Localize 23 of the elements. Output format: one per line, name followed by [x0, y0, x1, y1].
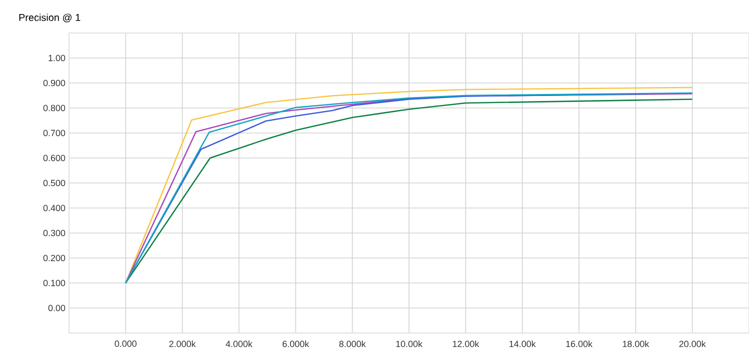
x-tick-label: 4.000k: [226, 340, 252, 348]
x-tick-label: 8.000k: [339, 340, 366, 348]
y-tick-label: 1.00: [48, 54, 66, 62]
y-tick-label: 0.600: [43, 154, 66, 162]
x-tick-label: 2.000k: [169, 340, 196, 348]
y-tick-label: 0.00: [48, 304, 66, 312]
y-tick-label: 0.500: [43, 180, 66, 186]
x-tick-label: 12.00k: [452, 340, 480, 348]
x-tick-label: 16.00k: [566, 340, 592, 348]
y-tick-label: 0.800: [43, 104, 66, 112]
x-tick-label: 14.00k: [510, 340, 536, 348]
y-tick-label: 0.100: [43, 280, 66, 286]
y-tick-label: 0.700: [43, 130, 66, 136]
y-tick-label: 0.400: [43, 204, 66, 212]
y-tick-label: 0.300: [43, 230, 66, 236]
x-tick-label: 6.000k: [282, 340, 310, 348]
x-tick-label: 20.00k: [679, 340, 706, 348]
x-tick-label: 18.00k: [622, 340, 650, 348]
y-tick-label: 0.900: [43, 80, 66, 86]
y-tick-label: 0.200: [43, 254, 66, 262]
chart-title: Precision @ 1: [19, 14, 80, 22]
x-tick-label: 0.000: [114, 340, 137, 347]
x-tick-label: 10.00k: [396, 340, 422, 348]
